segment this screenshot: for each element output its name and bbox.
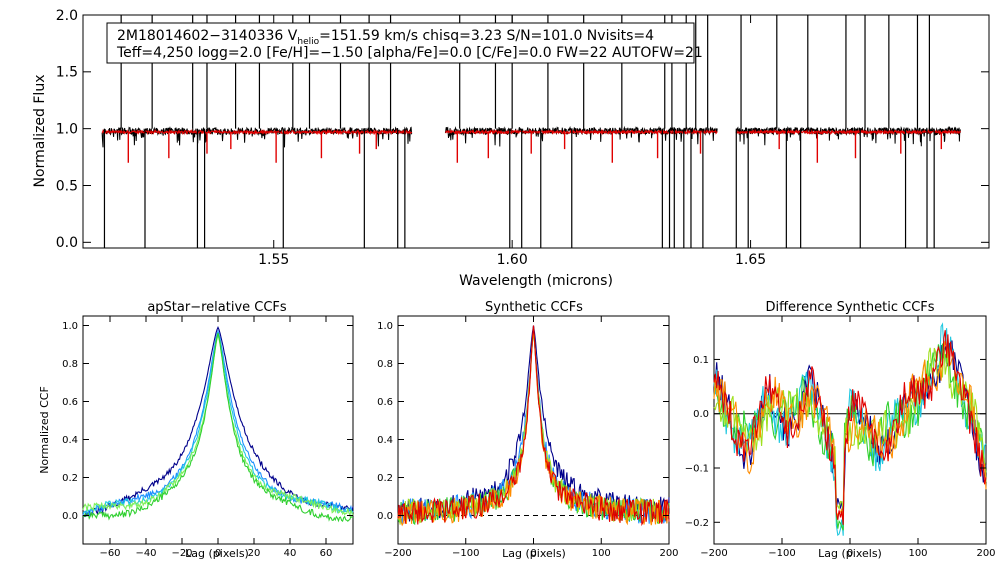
synthetic-ccf-x-tick-label: −100 bbox=[452, 548, 479, 559]
difference-ccf-y-tick-label: 0.1 bbox=[693, 355, 709, 366]
spectrum-y-tick-label: 1.5 bbox=[56, 65, 78, 81]
stellar-parameters-line-1: 2M18014602−3140336 Vhelio=151.59 km/s ch… bbox=[117, 28, 654, 47]
synthetic-ccf-series-line bbox=[397, 329, 670, 525]
synthetic-ccf-series-line bbox=[397, 325, 670, 522]
synthetic-ccf-x-tick-label: −200 bbox=[384, 548, 411, 559]
spectrum-x-tick-label: 1.55 bbox=[258, 252, 289, 268]
difference-ccf-y-ticks: −0.2 −0.1 0.0 0.1 bbox=[685, 355, 986, 529]
synthetic-ccf-y-tick-label: 0.4 bbox=[377, 435, 393, 446]
synthetic-ccf-series-line bbox=[397, 329, 670, 525]
apstar-ccf-x-axis-label: Lag (pixels) bbox=[185, 547, 249, 560]
synthetic-ccf-y-ticks: 0.0 0.2 0.4 0.6 0.8 1.0 bbox=[377, 321, 669, 522]
spectrum-x-tick-label: 1.65 bbox=[735, 252, 766, 268]
apstar-ccf-x-tick-label: 0 bbox=[215, 548, 221, 559]
difference-ccf-x-ticks: −200 −100 0 100 200 bbox=[700, 316, 996, 559]
difference-ccf-x-axis-label: Lag (pixels) bbox=[818, 547, 882, 560]
synthetic-ccf-x-tick-label: 100 bbox=[592, 548, 611, 559]
difference-ccf-panel: Difference Synthetic CCFs −200 −100 0 100 20… bbox=[685, 300, 996, 560]
apstar-ccf-series-line bbox=[82, 326, 354, 518]
apstar-ccf-y-tick-label: 0.8 bbox=[62, 359, 78, 370]
difference-ccf-x-tick-label: −200 bbox=[700, 548, 727, 559]
apstar-ccf-y-tick-label: 0.4 bbox=[62, 435, 78, 446]
apstar-ccf-series-line bbox=[82, 329, 354, 517]
spectrum-y-tick-label: 0.5 bbox=[56, 178, 78, 194]
difference-ccf-x-tick-label: −100 bbox=[768, 548, 795, 559]
difference-ccf-series-line bbox=[713, 341, 987, 520]
vhelio-subscript: helio bbox=[297, 37, 319, 47]
apstar-ccf-x-tick-label: 60 bbox=[320, 548, 333, 559]
difference-ccf-y-tick-label: 0.0 bbox=[693, 409, 709, 420]
apstar-ccf-panel: apStar−relative CCFs −60 −40 −20 0 20 40 60 0.… bbox=[38, 300, 354, 560]
apstar-ccf-y-ticks: 0.0 0.2 0.4 0.6 0.8 1.0 bbox=[62, 321, 353, 522]
difference-ccf-y-tick-label: −0.1 bbox=[685, 464, 709, 475]
apstar-ccf-y-tick-label: 0.2 bbox=[62, 473, 78, 484]
synthetic-ccf-series-group bbox=[397, 325, 670, 527]
apstar-ccf-x-tick-label: 20 bbox=[248, 548, 261, 559]
apstar-ccf-title: apStar−relative CCFs bbox=[147, 300, 287, 315]
apstar-ccf-series-group bbox=[82, 326, 354, 523]
synthetic-ccf-y-tick-label: 0.6 bbox=[377, 397, 393, 408]
synthetic-ccf-y-tick-label: 0.8 bbox=[377, 359, 393, 370]
synthetic-ccf-y-tick-label: 0.0 bbox=[377, 511, 393, 522]
spectrum-y-tick-label: 1.0 bbox=[56, 122, 78, 138]
difference-ccf-x-tick-label: 100 bbox=[908, 548, 927, 559]
difference-ccf-title: Difference Synthetic CCFs bbox=[765, 300, 934, 315]
synthetic-ccf-x-axis-label: Lag (pixels) bbox=[502, 547, 566, 560]
synthetic-ccf-x-tick-label: 200 bbox=[659, 548, 678, 559]
apstar-ccf-series-line bbox=[82, 331, 354, 515]
apstar-ccf-x-ticks: −60 −40 −20 0 20 40 60 bbox=[99, 316, 332, 559]
spectrum-plot-frame bbox=[82, 14, 990, 249]
difference-ccf-y-tick-label: −0.2 bbox=[685, 518, 709, 529]
synthetic-ccf-x-tick-label: 0 bbox=[530, 548, 536, 559]
spectrum-y-ticks: 0.0 0.5 1.0 1.5 2.0 bbox=[56, 8, 989, 251]
difference-ccf-series-line bbox=[713, 330, 987, 525]
synthetic-ccf-x-ticks: −200 −100 0 100 200 bbox=[384, 316, 679, 559]
difference-ccf-series-group bbox=[713, 322, 987, 537]
apstar-ccf-x-tick-label: −40 bbox=[135, 548, 156, 559]
spectrum-x-tick-label: 1.60 bbox=[497, 252, 528, 268]
synthetic-ccf-series-line bbox=[397, 325, 670, 527]
spectrum-x-axis-label: Wavelength (microns) bbox=[459, 273, 613, 289]
difference-ccf-x-tick-label: 0 bbox=[847, 548, 853, 559]
synthetic-ccf-panel: Synthetic CCFs −200 −100 0 100 200 0.0 0.2 0.4… bbox=[377, 300, 678, 560]
apstar-ccf-series-line bbox=[82, 334, 354, 518]
apstar-ccf-x-tick-label: −60 bbox=[99, 548, 120, 559]
spectrum-y-axis-label: Normalized Flux bbox=[32, 75, 48, 188]
stellar-parameters-box bbox=[106, 22, 695, 64]
synthetic-spectrum-line bbox=[101, 128, 961, 136]
synthetic-ccf-series-line bbox=[397, 327, 670, 527]
synthetic-ccf-y-tick-label: 0.2 bbox=[377, 473, 393, 484]
synthetic-ccf-y-tick-label: 1.0 bbox=[377, 321, 393, 332]
synthetic-ccf-title: Synthetic CCFs bbox=[485, 300, 583, 315]
stellar-parameters-line-2: Teff=4,250 logg=2.0 [Fe/H]=−1.50 [alpha/… bbox=[116, 45, 703, 61]
apstar-ccf-y-tick-label: 0.0 bbox=[62, 511, 78, 522]
apstar-ccf-x-tick-label: −20 bbox=[171, 548, 192, 559]
synthetic-ccf-series-line bbox=[397, 331, 670, 526]
spectrum-x-ticks: 1.55 1.60 1.65 bbox=[258, 15, 766, 268]
star-id-and-vhelio-label: 2M18014602−3140336 V bbox=[117, 28, 298, 44]
apstar-ccf-y-axis-label: Normalized CCF bbox=[38, 386, 51, 474]
apstar-ccf-y-tick-label: 1.0 bbox=[62, 321, 78, 332]
spectrum-panel: 1.55 1.60 1.65 0.0 0.5 1.0 1.5 2.0 2M18014602−… bbox=[32, 8, 990, 289]
apstar-ccf-y-tick-label: 0.6 bbox=[62, 397, 78, 408]
apstar-ccf-series-line bbox=[82, 332, 354, 523]
spectrum-y-tick-label: 2.0 bbox=[56, 8, 78, 24]
apstar-ccf-x-tick-label: 40 bbox=[284, 548, 297, 559]
fit-summary-values: =151.59 km/s chisq=3.23 S/N=101.0 Nvisit… bbox=[319, 28, 654, 44]
spectrum-y-tick-label: 0.0 bbox=[56, 235, 78, 251]
difference-ccf-x-tick-label: 200 bbox=[976, 548, 995, 559]
